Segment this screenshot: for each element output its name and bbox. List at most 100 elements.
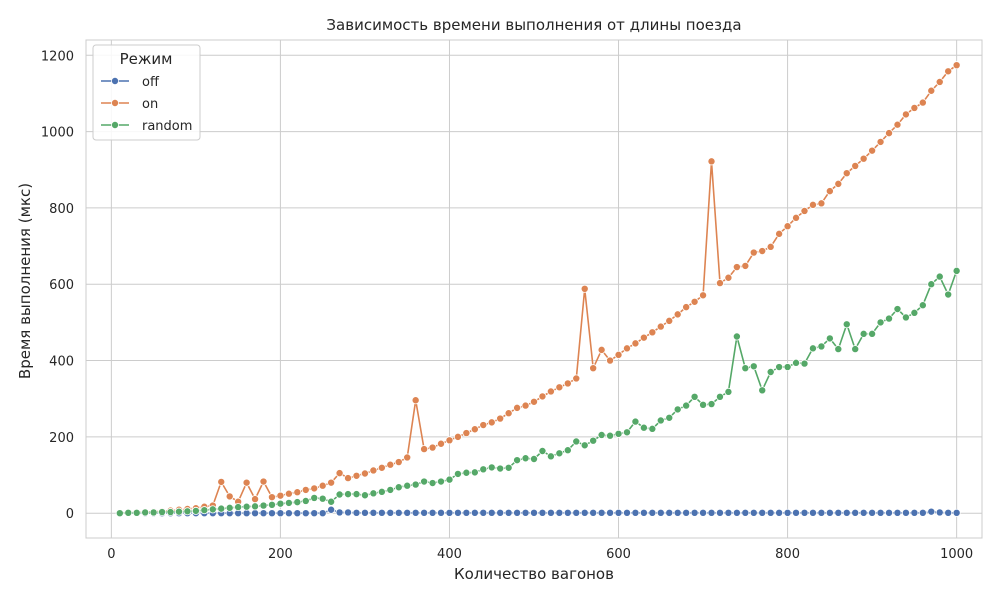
data-point-on [648, 328, 657, 337]
data-point-off [293, 509, 302, 518]
data-point-on [732, 263, 741, 272]
data-point-off [589, 508, 598, 517]
data-point-on [580, 284, 589, 293]
data-point-random [344, 490, 353, 499]
data-point-off [411, 508, 420, 517]
data-point-random [453, 469, 462, 478]
data-point-on [792, 213, 801, 222]
data-point-random [563, 446, 572, 455]
data-point-random [538, 446, 547, 455]
data-point-off [808, 508, 817, 517]
data-point-on [749, 248, 758, 257]
data-point-random [124, 508, 133, 517]
data-point-on [251, 495, 260, 504]
y-axis-ticks: 0 200 400 600 800 1000 1200 [41, 49, 74, 522]
data-point-off [487, 508, 496, 517]
data-point-random [208, 505, 217, 514]
data-point-random [851, 345, 860, 354]
data-point-random [546, 452, 555, 461]
x-tick-label: 200 [268, 547, 293, 562]
data-point-random [437, 477, 446, 486]
data-point-off [462, 508, 471, 517]
data-point-random [293, 498, 302, 507]
data-point-random [699, 400, 708, 409]
data-point-random [470, 468, 479, 477]
data-point-on [470, 425, 479, 434]
data-point-on [842, 169, 851, 178]
data-point-random [952, 266, 961, 275]
data-point-random [513, 456, 522, 465]
data-point-on [513, 403, 522, 412]
data-point-random [504, 463, 513, 472]
data-point-random [496, 464, 505, 473]
data-point-on [496, 414, 505, 423]
data-point-off [834, 508, 843, 517]
data-point-random [377, 487, 386, 496]
data-point-on [673, 310, 682, 319]
data-point-random [149, 508, 158, 517]
data-point-random [141, 508, 150, 517]
data-point-random [267, 500, 276, 509]
data-point-random [580, 441, 589, 450]
data-point-off [952, 508, 961, 517]
data-point-on [614, 350, 623, 359]
data-point-on [428, 443, 437, 452]
data-point-random [411, 480, 420, 489]
data-point-off [775, 508, 784, 517]
data-point-random [910, 308, 919, 317]
data-point-on [724, 273, 733, 282]
data-point-off [403, 508, 412, 517]
data-point-random [301, 496, 310, 505]
data-point-random [445, 475, 454, 484]
data-point-random [631, 417, 640, 426]
data-point-on [504, 409, 513, 418]
data-point-off [563, 508, 572, 517]
data-point-off [715, 508, 724, 517]
data-point-off [259, 509, 268, 518]
data-point-off [741, 508, 750, 517]
data-point-on [699, 291, 708, 300]
data-point-off [707, 508, 716, 517]
data-point-random [217, 504, 226, 513]
data-point-on [284, 489, 293, 498]
legend-label: off [142, 75, 160, 90]
data-point-off [758, 508, 767, 517]
data-point-off [732, 508, 741, 517]
data-point-off [851, 508, 860, 517]
data-point-off [437, 508, 446, 517]
data-point-on [690, 297, 699, 306]
data-point-off [352, 508, 361, 517]
data-point-off [868, 508, 877, 517]
plot-area [85, 39, 983, 539]
data-point-off [682, 508, 691, 517]
data-point-off [783, 508, 792, 517]
data-point-on [656, 322, 665, 331]
data-point-off [310, 509, 319, 518]
plot-background [86, 40, 982, 538]
y-tick-label: 600 [49, 278, 74, 293]
data-point-off [344, 508, 353, 517]
data-point-on [893, 120, 902, 129]
data-point-off [606, 508, 615, 517]
data-point-random [665, 413, 674, 422]
data-point-off [699, 508, 708, 517]
data-point-random [318, 494, 327, 503]
data-point-on [859, 154, 868, 163]
legend-items: off on random [101, 75, 192, 134]
data-point-off [521, 508, 530, 517]
data-point-random [918, 301, 927, 310]
data-point-random [614, 429, 623, 438]
data-point-off [377, 508, 386, 517]
data-point-off [825, 508, 834, 517]
data-point-on [800, 206, 809, 215]
data-point-off [893, 508, 902, 517]
data-point-random [741, 364, 750, 373]
data-point-off [580, 508, 589, 517]
data-point-random [868, 329, 877, 338]
data-point-random [935, 272, 944, 281]
data-point-off [631, 508, 640, 517]
data-point-on [766, 242, 775, 251]
data-point-random [132, 508, 141, 517]
data-point-random [842, 320, 851, 329]
